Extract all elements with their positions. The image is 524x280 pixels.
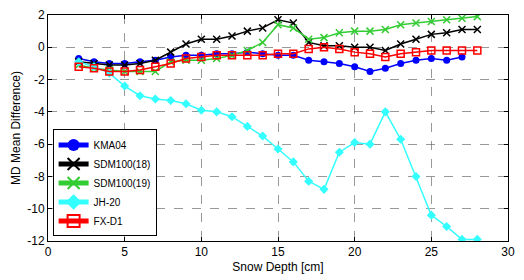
svg-text:15: 15 — [271, 245, 285, 259]
svg-text:5: 5 — [121, 245, 128, 259]
svg-text:0: 0 — [45, 245, 52, 259]
svg-text:20: 20 — [348, 245, 362, 259]
svg-text:25: 25 — [425, 245, 439, 259]
svg-text:10: 10 — [195, 245, 209, 259]
svg-text:JH-20: JH-20 — [94, 197, 121, 208]
svg-text:SDM100(18): SDM100(18) — [94, 159, 151, 170]
svg-text:MD Mean Difference): MD Mean Difference) — [9, 71, 23, 185]
svg-text:Snow Depth [cm]: Snow Depth [cm] — [232, 260, 323, 274]
svg-text:-8: -8 — [34, 170, 45, 184]
svg-text:SDM100(19): SDM100(19) — [94, 178, 151, 189]
svg-text:-10: -10 — [27, 202, 45, 216]
svg-text:-4: -4 — [34, 105, 45, 119]
svg-text:0: 0 — [38, 40, 45, 54]
svg-text:KMA04: KMA04 — [94, 140, 127, 151]
svg-text:-2: -2 — [34, 73, 45, 87]
svg-text:2: 2 — [38, 8, 45, 22]
svg-text:FX-D1: FX-D1 — [94, 216, 123, 227]
svg-text:-6: -6 — [34, 137, 45, 151]
svg-text:-12: -12 — [27, 234, 45, 248]
svg-text:30: 30 — [501, 245, 515, 259]
